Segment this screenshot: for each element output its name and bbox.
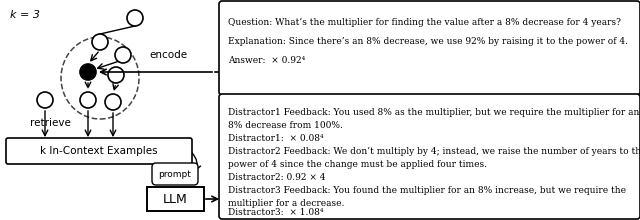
Text: Distractor2 Feedback: We don’t multiply by 4; instead, we raise the number of ye: Distractor2 Feedback: We don’t multiply …: [228, 147, 640, 156]
Text: Distractor1 Feedback: You used 8% as the multiplier, but we require the multipli: Distractor1 Feedback: You used 8% as the…: [228, 108, 639, 117]
Circle shape: [115, 47, 131, 63]
FancyBboxPatch shape: [219, 94, 640, 219]
FancyBboxPatch shape: [147, 187, 204, 211]
Text: Distractor3 Feedback: You found the multiplier for an 8% increase, but we requir: Distractor3 Feedback: You found the mult…: [228, 186, 626, 195]
Text: Question: What’s the multiplier for finding the value after a 8% decrease for 4 : Question: What’s the multiplier for find…: [228, 18, 621, 27]
FancyBboxPatch shape: [219, 1, 640, 95]
Text: Distractor3:  × 1.08⁴: Distractor3: × 1.08⁴: [228, 208, 323, 217]
Text: 8% decrease from 100%.: 8% decrease from 100%.: [228, 121, 343, 130]
Text: k In-Context Examples: k In-Context Examples: [40, 146, 158, 156]
Text: Answer:  × 0.92⁴: Answer: × 0.92⁴: [228, 56, 305, 65]
Circle shape: [108, 67, 124, 83]
Circle shape: [127, 10, 143, 26]
Text: power of 4 since the change must be applied four times.: power of 4 since the change must be appl…: [228, 160, 487, 169]
Circle shape: [80, 64, 96, 80]
Text: Explanation: Since there’s an 8% decrease, we use 92% by raising it to the power: Explanation: Since there’s an 8% decreas…: [228, 37, 628, 46]
Text: encode: encode: [149, 50, 187, 60]
Text: Distractor1:  × 0.08⁴: Distractor1: × 0.08⁴: [228, 134, 324, 143]
Circle shape: [80, 92, 96, 108]
Text: prompt: prompt: [159, 169, 191, 178]
Text: LLM: LLM: [163, 192, 188, 205]
Circle shape: [105, 94, 121, 110]
FancyBboxPatch shape: [152, 163, 198, 185]
Text: multiplier for a decrease.: multiplier for a decrease.: [228, 199, 344, 208]
Circle shape: [37, 92, 53, 108]
Text: k = 3: k = 3: [10, 10, 40, 20]
Circle shape: [92, 34, 108, 50]
Text: Distractor2: 0.92 × 4: Distractor2: 0.92 × 4: [228, 173, 326, 182]
Text: retrieve: retrieve: [30, 118, 71, 128]
FancyBboxPatch shape: [6, 138, 192, 164]
